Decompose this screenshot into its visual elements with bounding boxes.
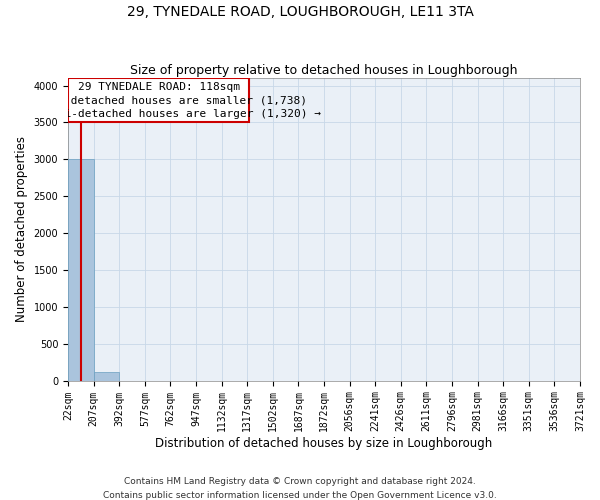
Text: 43% of semi-detached houses are larger (1,320) →: 43% of semi-detached houses are larger (… <box>0 108 320 118</box>
Bar <box>68 160 94 380</box>
Y-axis label: Number of detached properties: Number of detached properties <box>15 136 28 322</box>
X-axis label: Distribution of detached houses by size in Loughborough: Distribution of detached houses by size … <box>155 437 493 450</box>
Text: 29, TYNEDALE ROAD, LOUGHBOROUGH, LE11 3TA: 29, TYNEDALE ROAD, LOUGHBOROUGH, LE11 3T… <box>127 5 473 19</box>
FancyBboxPatch shape <box>68 78 249 122</box>
Text: 29 TYNEDALE ROAD: 118sqm: 29 TYNEDALE ROAD: 118sqm <box>77 82 239 92</box>
Text: ← 56% of detached houses are smaller (1,738): ← 56% of detached houses are smaller (1,… <box>10 96 307 106</box>
Bar <box>94 372 119 380</box>
Text: Contains HM Land Registry data © Crown copyright and database right 2024.
Contai: Contains HM Land Registry data © Crown c… <box>103 478 497 500</box>
Title: Size of property relative to detached houses in Loughborough: Size of property relative to detached ho… <box>130 64 518 77</box>
